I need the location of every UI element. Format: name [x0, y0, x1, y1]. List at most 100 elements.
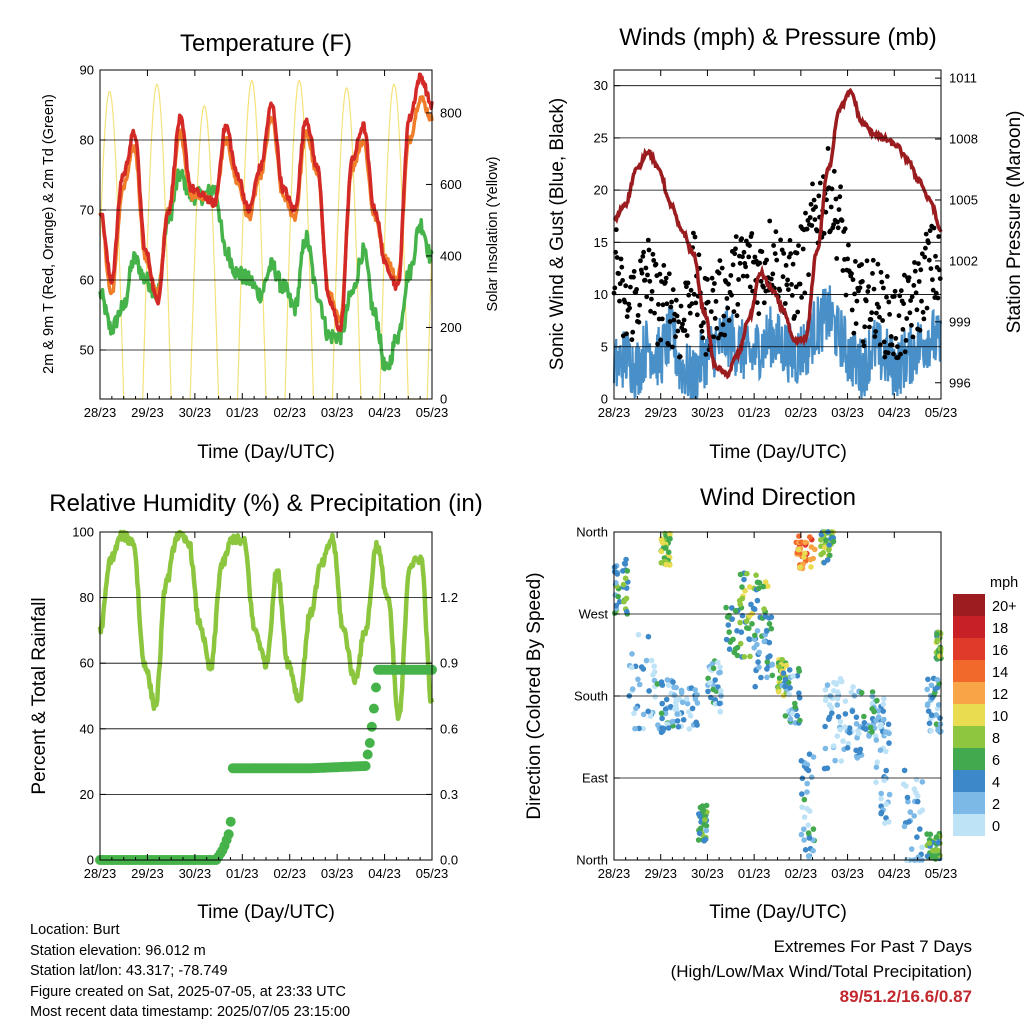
gust-point	[749, 231, 755, 236]
direction-point	[645, 633, 652, 640]
direction-point	[694, 700, 701, 706]
direction-point	[835, 714, 842, 720]
gust-point	[643, 265, 649, 271]
y-tick-label: 70	[80, 203, 94, 218]
direction-point	[717, 708, 724, 715]
gust-point	[814, 228, 820, 234]
direction-point	[700, 807, 707, 813]
direction-point	[929, 847, 936, 854]
gust-point	[715, 335, 721, 341]
extremes-value: 89/51.2/16.6/0.87	[839, 987, 972, 1006]
gust-point	[675, 328, 681, 334]
humidity-plot-area	[95, 529, 437, 865]
gust-point	[725, 305, 731, 311]
y-tick-label: 60	[80, 656, 94, 671]
gust-point	[714, 326, 720, 331]
direction-point	[758, 674, 764, 681]
direction-point	[834, 702, 841, 708]
y-tick-label: 15	[594, 235, 608, 250]
gust-point	[635, 313, 641, 318]
direction-point	[832, 757, 838, 764]
direction-point	[669, 719, 675, 725]
direction-point	[748, 601, 754, 608]
direction-point	[840, 738, 846, 744]
winds-title: Winds (mph) & Pressure (mb)	[619, 24, 936, 51]
gust-point	[919, 298, 924, 304]
y2-tick-label: 0	[440, 392, 447, 407]
legend-swatch	[953, 814, 985, 836]
direction-point	[751, 606, 758, 612]
gust-point	[921, 316, 927, 322]
gust-point	[645, 237, 651, 243]
direction-point	[776, 664, 783, 670]
gust-point	[878, 269, 884, 275]
direction-point	[808, 774, 815, 780]
direction-point	[861, 713, 867, 720]
direction-point	[697, 825, 704, 832]
winds-axes: 0 5 10 15 20 25 30 996 999 1002 1005 1008 1011 28/23 2…	[594, 70, 978, 420]
direction-point	[670, 679, 676, 685]
legend-swatch	[953, 704, 985, 726]
direction-point	[705, 688, 711, 695]
y-tick-label: North	[576, 853, 608, 868]
direction-point	[645, 708, 651, 715]
direction-point	[749, 621, 755, 627]
direction-point	[853, 714, 860, 720]
gust-point	[761, 300, 767, 306]
precip-point	[360, 761, 371, 771]
precip-point	[366, 721, 377, 732]
gust-point	[923, 231, 929, 237]
x-tick-label: 29/23	[131, 866, 164, 881]
speed-legend: mph 20+ 18 16 14 12 10 8 6 4 2 0	[953, 575, 1018, 836]
wind-direction-panel: Wind Direction NorthEastSouthWestNorth28…	[524, 484, 1018, 923]
direction-point	[673, 684, 679, 691]
gust-point	[823, 209, 829, 215]
direction-point	[808, 564, 814, 570]
gust-point	[768, 276, 774, 282]
legend-label: 14	[992, 665, 1008, 681]
direction-point	[935, 727, 941, 733]
gust-point	[694, 312, 700, 318]
x-tick-label: 30/23	[691, 866, 724, 881]
gust-point	[721, 313, 727, 319]
direction-point	[659, 682, 666, 688]
direction-point	[734, 652, 741, 659]
y2-tick-label: 600	[440, 177, 462, 192]
gust-point	[922, 254, 928, 260]
direction-point	[765, 583, 771, 589]
direction-point	[684, 700, 691, 707]
direction-point	[648, 657, 655, 664]
direction-point	[746, 636, 752, 642]
gust-point	[869, 310, 875, 316]
gust-point	[807, 215, 813, 220]
legend-swatch	[953, 682, 985, 704]
direction-point	[738, 629, 745, 635]
gust-point	[684, 333, 690, 338]
humidity-xlabel: Time (Day/UTC)	[197, 902, 335, 923]
direction-point	[824, 557, 831, 563]
gust-point	[876, 304, 882, 310]
gust-point	[678, 303, 684, 309]
legend-swatch	[953, 748, 985, 770]
gust-point	[630, 329, 636, 335]
direction-point	[710, 686, 716, 693]
gust-point	[624, 314, 630, 319]
direction-point	[692, 687, 698, 693]
direction-point	[651, 663, 657, 669]
gust-point	[716, 270, 722, 276]
precip-point	[364, 738, 375, 748]
direction-point	[801, 837, 807, 843]
direction-point	[707, 680, 713, 686]
gust-point	[640, 254, 646, 259]
gust-point	[628, 284, 633, 290]
direction-point	[837, 726, 844, 733]
direction-point	[762, 579, 769, 585]
gust-point	[900, 327, 906, 332]
gust-point	[831, 222, 836, 228]
legend-label: 0	[992, 819, 1000, 835]
gust-point	[902, 349, 908, 355]
gust-point	[667, 319, 673, 324]
direction-point	[746, 625, 752, 632]
y2-tick-label: 0.9	[440, 656, 458, 671]
direction-point	[775, 688, 782, 695]
